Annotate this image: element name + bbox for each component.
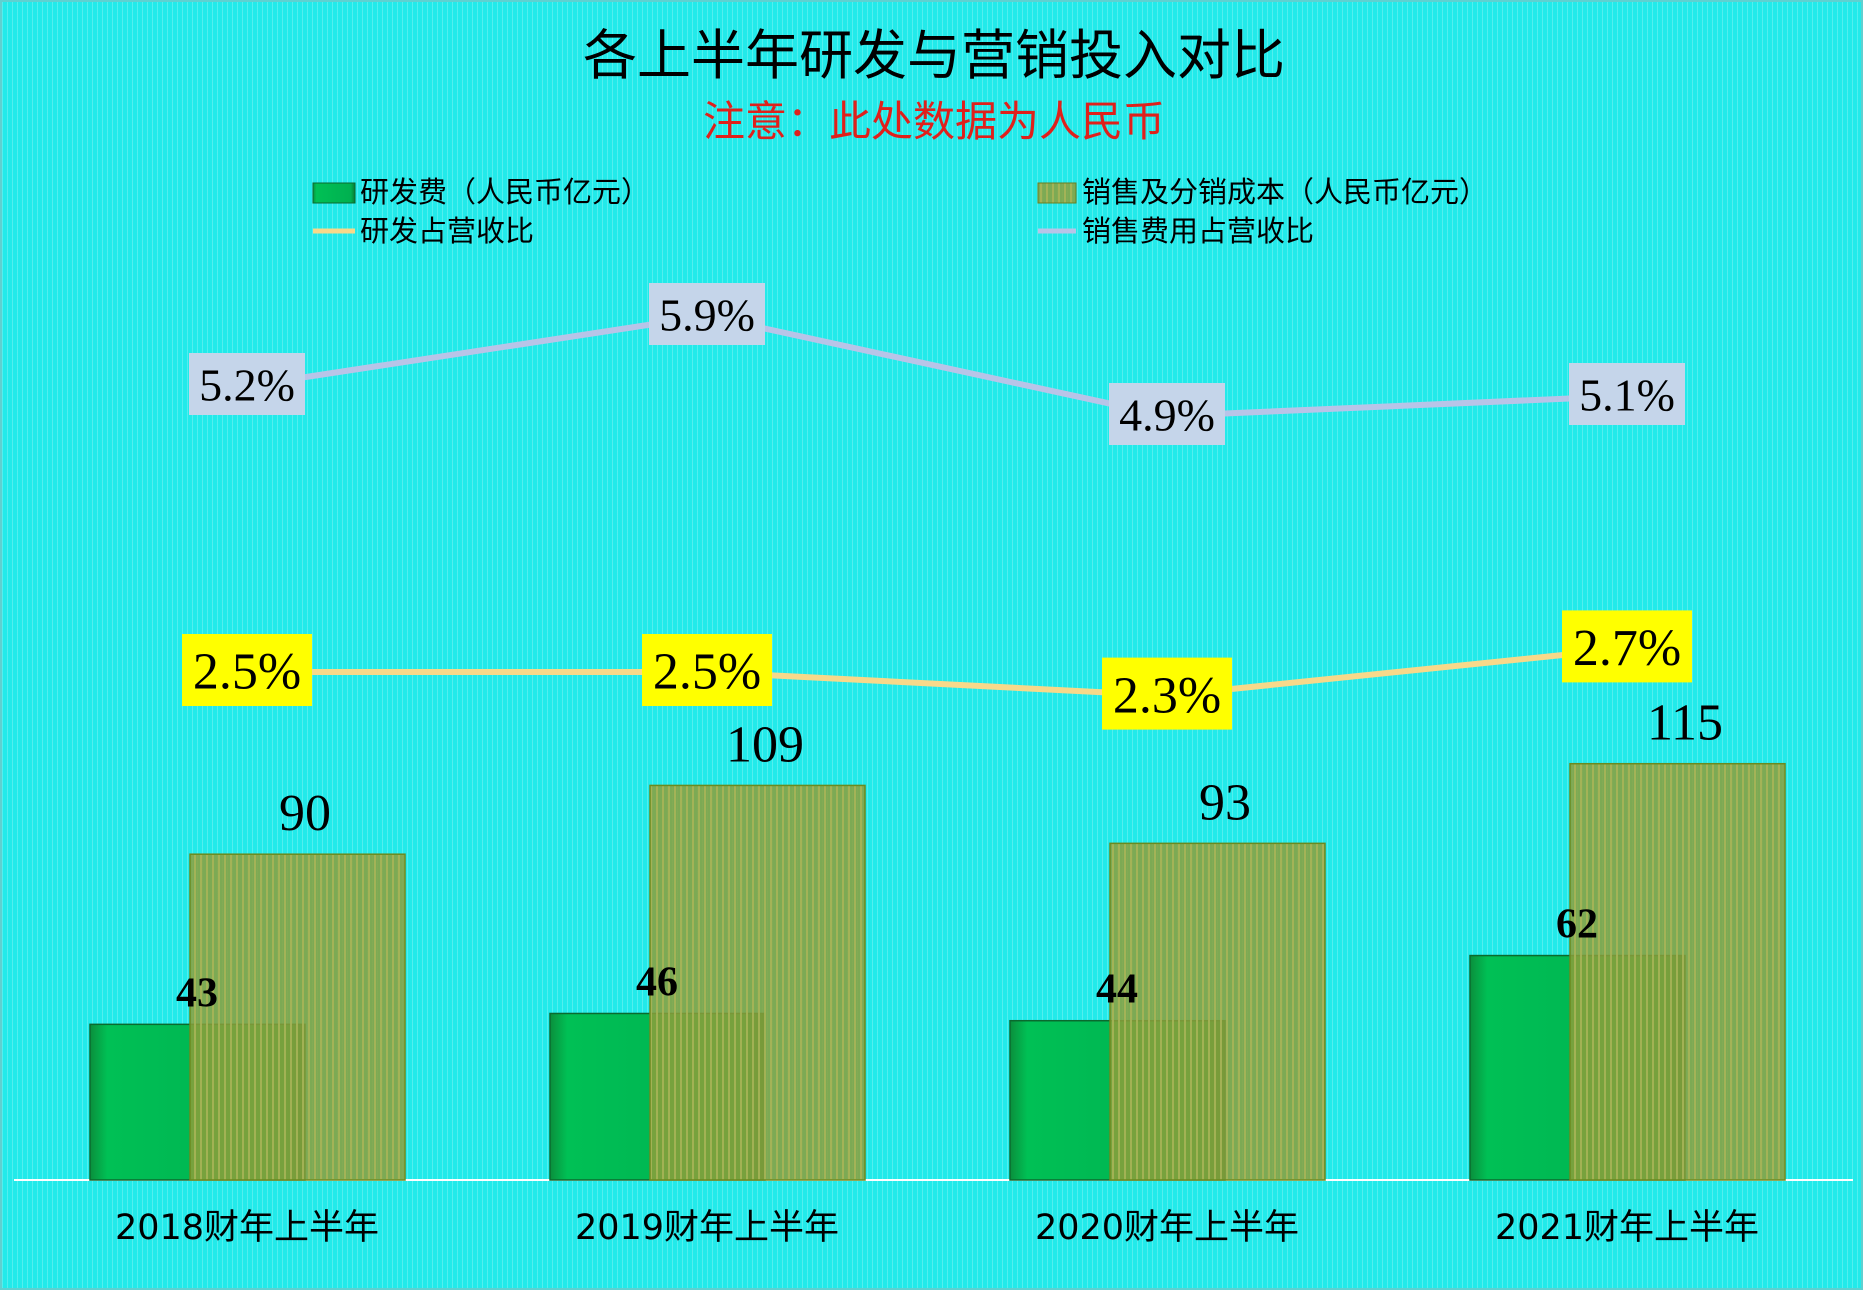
label-sales-cost-4: 115 bbox=[1647, 695, 1723, 752]
label-sales-cost-1: 90 bbox=[279, 785, 331, 842]
label-sales-ratio-2-box bbox=[649, 283, 765, 345]
x-tick-label-3: 2020财年上半年 bbox=[1035, 1208, 1299, 1248]
label-rd-ratio-2-box bbox=[642, 634, 772, 706]
label-sales-ratio-4: 5.1% bbox=[1579, 370, 1675, 421]
legend-item-rd-ratio: 研发占营收比 bbox=[313, 214, 534, 248]
line-sales-ratio bbox=[246, 312, 1628, 420]
legend-swatch-sales-cost bbox=[1037, 182, 1077, 204]
label-rd-ratio-1-box bbox=[182, 634, 312, 706]
label-sales-ratio-3-box bbox=[1109, 383, 1225, 445]
label-rd-cost-1: 43 bbox=[176, 970, 218, 1016]
legend-swatch-rd-cost bbox=[312, 182, 356, 204]
chart-subtitle: 注意：此处数据为人民币 bbox=[703, 97, 1165, 146]
x-tick-label-4: 2021财年上半年 bbox=[1495, 1208, 1759, 1248]
bar-sales-cost-4 bbox=[1569, 762, 1786, 1181]
label-sales-ratio-4-box bbox=[1569, 363, 1685, 425]
x-tick-label-2: 2019财年上半年 bbox=[575, 1208, 839, 1248]
label-sales-ratio-2: 5.9% bbox=[659, 290, 755, 341]
label-rd-cost-4: 62 bbox=[1556, 902, 1598, 948]
legend-label-sales-ratio: 销售费用占营收比 bbox=[1082, 214, 1314, 248]
legend-item-sales-cost: 销售及分销成本（人民币亿元） bbox=[1037, 175, 1488, 209]
label-rd-cost-3: 44 bbox=[1096, 967, 1138, 1013]
label-sales-ratio-1: 5.2% bbox=[199, 360, 295, 411]
label-rd-ratio-2: 2.5% bbox=[653, 644, 761, 701]
bar-sales-cost-1 bbox=[189, 853, 406, 1181]
label-rd-ratio-4: 2.7% bbox=[1573, 620, 1681, 677]
label-rd-cost-2: 46 bbox=[636, 959, 678, 1005]
line-rd-ratio bbox=[247, 645, 1628, 699]
labels-layer: 43 46 44 62 90 109 93 115 2.5% 2.5% 2.3% 2.7% 5.2% 5.… bbox=[115, 283, 1759, 1248]
label-sales-ratio-1-box bbox=[189, 353, 305, 415]
legend-label-sales-cost: 销售及分销成本（人民币亿元） bbox=[1082, 175, 1488, 209]
legend: 研发费（人民币亿元） 销售及分销成本（人民币亿元） 研发占营收比 销售费用占营收… bbox=[312, 175, 1488, 248]
legend-label-rd-cost: 研发费（人民币亿元） bbox=[360, 175, 650, 209]
label-rd-ratio-1: 2.5% bbox=[193, 644, 301, 701]
chart-title: 各上半年研发与营销投入对比 bbox=[583, 24, 1285, 87]
bars-layer bbox=[89, 762, 1786, 1181]
label-rd-ratio-4-box bbox=[1562, 610, 1692, 683]
legend-item-rd-cost: 研发费（人民币亿元） bbox=[312, 175, 650, 209]
bar-sales-cost-2 bbox=[649, 784, 866, 1181]
lines-layer bbox=[246, 312, 1628, 699]
x-tick-label-1: 2018财年上半年 bbox=[115, 1208, 379, 1248]
bar-sales-cost-3 bbox=[1109, 842, 1326, 1181]
legend-label-rd-ratio: 研发占营收比 bbox=[360, 214, 534, 248]
label-sales-cost-3: 93 bbox=[1199, 774, 1251, 831]
legend-item-sales-ratio: 销售费用占营收比 bbox=[1038, 214, 1314, 248]
label-sales-ratio-3: 4.9% bbox=[1119, 390, 1215, 441]
label-sales-cost-2: 109 bbox=[726, 716, 804, 773]
label-rd-ratio-3: 2.3% bbox=[1113, 667, 1221, 724]
label-rd-ratio-3-box bbox=[1102, 657, 1232, 730]
